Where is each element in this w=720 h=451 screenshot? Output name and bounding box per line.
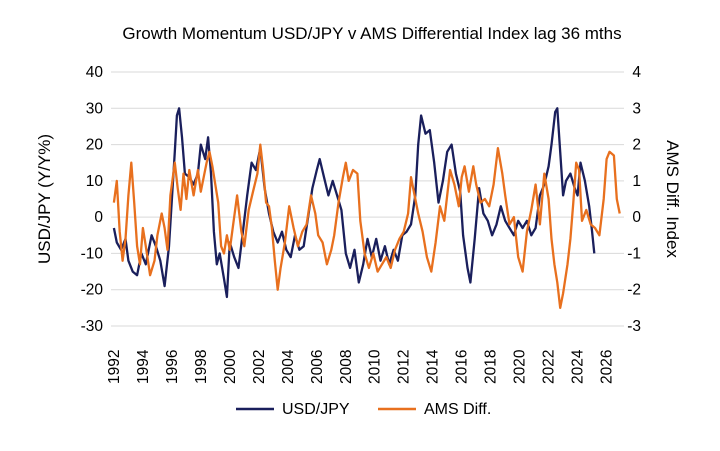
x-tick-label: 2006 — [309, 350, 326, 384]
y2-tick-label: 0 — [632, 209, 641, 226]
x-tick-label: 1998 — [193, 350, 210, 384]
y2-tick-label: 4 — [632, 64, 641, 81]
x-tick-label: 1992 — [106, 350, 123, 384]
x-tick-label: 1994 — [135, 349, 152, 384]
y-tick-label: -10 — [81, 245, 104, 262]
y2-tick-label: -2 — [627, 282, 641, 299]
gridlines — [111, 71, 624, 327]
y2-axis-title: AMS Diff. Index — [663, 140, 682, 258]
x-tick-label: 2004 — [280, 349, 297, 384]
y2-tick-label: -3 — [627, 318, 641, 335]
legend: USD/JPY AMS Diff. — [236, 401, 491, 418]
legend-label: AMS Diff. — [424, 401, 491, 418]
y2-tick-label: -1 — [627, 245, 641, 262]
x-tick-label: 2018 — [483, 350, 500, 384]
x-tick-label: 1996 — [164, 350, 181, 384]
x-axis: 1992 1994 1996 1998 2000 2002 2004 2006 2008 2010… — [106, 349, 616, 384]
y-tick-label: -30 — [81, 318, 104, 335]
x-tick-label: 2010 — [367, 349, 384, 384]
x-tick-label: 2024 — [570, 349, 587, 384]
x-tick-label: 2008 — [338, 350, 355, 384]
series-lines — [112, 107, 621, 310]
x-tick-label: 2020 — [512, 349, 529, 384]
y-tick-label: 20 — [86, 137, 104, 154]
x-tick-label: 2022 — [541, 350, 558, 384]
y-tick-label: 0 — [94, 209, 103, 226]
y-tick-label: 40 — [86, 64, 104, 81]
x-tick-label: 2002 — [251, 350, 268, 384]
chart-title: Growth Momentum USD/JPY v AMS Differenti… — [122, 24, 621, 43]
x-tick-label: 2026 — [599, 350, 616, 384]
y-axis-right: -3 -2 -1 0 1 2 3 4 — [627, 64, 641, 335]
y-tick-label: -20 — [81, 282, 104, 299]
x-tick-label: 2012 — [396, 350, 413, 384]
y2-tick-label: 1 — [632, 173, 641, 190]
y-axis-left: -30 -20 -10 0 10 20 30 40 — [81, 64, 104, 335]
y-axis-title: USD/JPY (Y/Y%) — [35, 134, 54, 264]
legend-label: USD/JPY — [282, 401, 350, 418]
x-tick-label: 2000 — [222, 349, 239, 384]
y-tick-label: 10 — [86, 173, 104, 190]
x-tick-label: 2014 — [425, 349, 442, 384]
y2-tick-label: 2 — [632, 137, 641, 154]
series-line-ams-diff — [112, 143, 621, 310]
y2-tick-label: 3 — [632, 100, 641, 117]
x-tick-label: 2016 — [454, 350, 471, 384]
y-tick-label: 30 — [86, 100, 104, 117]
